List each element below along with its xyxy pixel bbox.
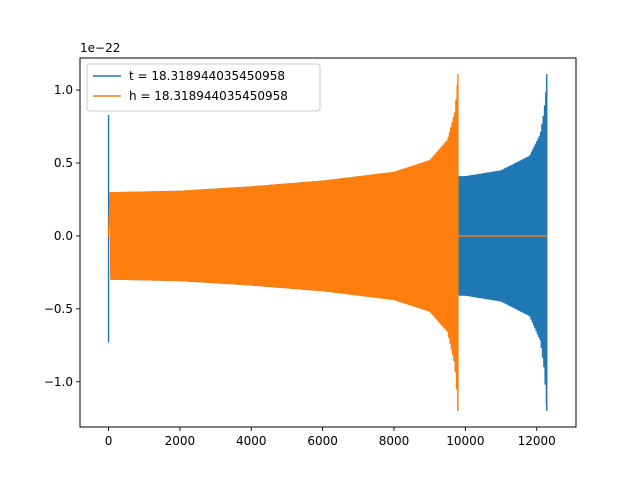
- x-tick-label: 8000: [379, 434, 410, 448]
- x-tick-label: 2000: [165, 434, 196, 448]
- y-tick-label: −1.0: [44, 375, 73, 389]
- y-tick-label: 0.5: [54, 156, 73, 170]
- x-tick-label: 10000: [446, 434, 484, 448]
- series-line-h: [107, 74, 547, 411]
- x-tick-label: 12000: [518, 434, 556, 448]
- y-tick-label: −0.5: [44, 302, 73, 316]
- axes-frame: [79, 57, 577, 428]
- axis-offset-text: 1e−22: [80, 41, 120, 55]
- x-tick-label: 6000: [307, 434, 338, 448]
- y-axis: −1.0 −0.5 0.0 0.5 1.0: [44, 83, 80, 389]
- y-tick-label: 1.0: [54, 83, 73, 97]
- legend-label: h = 18.318944035450958: [129, 89, 288, 103]
- x-tick-label: 4000: [236, 434, 267, 448]
- y-tick-label: 0.0: [54, 229, 73, 243]
- legend-label: t = 18.318944035450958: [129, 69, 285, 83]
- legend-box: [86, 63, 321, 112]
- series-layer: [107, 74, 548, 411]
- legend: t = 18.318944035450958 h = 18.31894403545…: [86, 63, 321, 112]
- x-tick-label: 0: [105, 434, 113, 448]
- x-axis: 0 2000 4000 6000 8000 10000 12000: [105, 427, 556, 448]
